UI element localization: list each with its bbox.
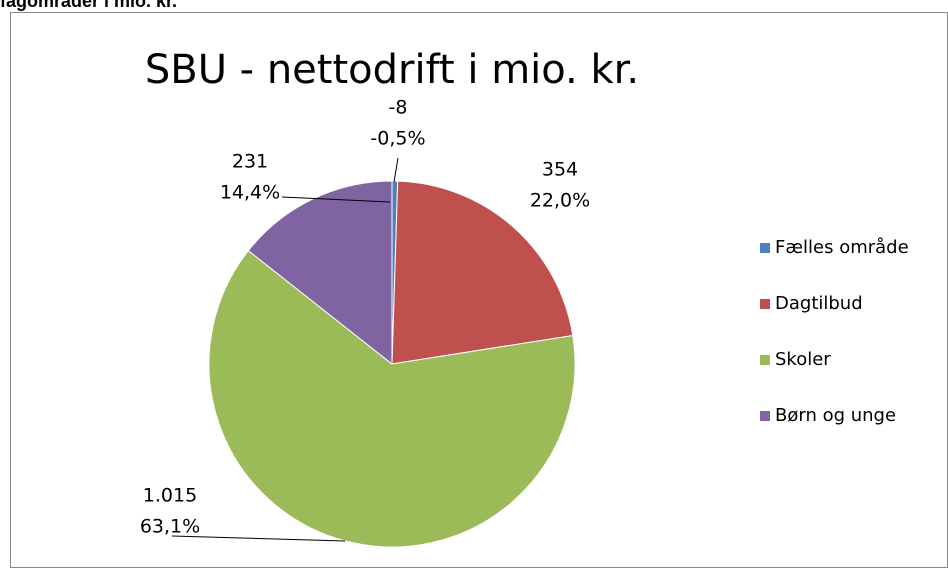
legend-swatch [760, 355, 770, 365]
pie-slice [208, 249, 576, 548]
data-label: 231 [232, 151, 268, 173]
leader-line [393, 157, 399, 183]
data-label: 354 [542, 159, 578, 181]
legend-label: Børn og unge [775, 405, 896, 426]
percent-label: -0,5% [370, 128, 425, 150]
legend-label: Fælles område [775, 237, 909, 258]
leader-line [281, 196, 391, 203]
pie-slice [247, 180, 393, 366]
percent-label: 63,1% [140, 516, 200, 538]
leader-line [171, 535, 346, 542]
legend-swatch [760, 411, 770, 421]
data-label: 1.015 [143, 485, 197, 507]
percent-label: 22,0% [530, 190, 590, 212]
chart-title: SBU - nettodrift i mio. kr. [145, 47, 639, 93]
legend-label: Dagtilbud [775, 293, 863, 314]
percent-label: 14,4% [220, 182, 280, 204]
legend-label: Skoler [775, 349, 831, 370]
legend-swatch [760, 299, 770, 309]
legend-swatch [760, 243, 770, 253]
header: fagområder i mio. kr. [0, 0, 177, 11]
pie-slice [391, 180, 574, 365]
data-label: -8 [389, 97, 408, 119]
